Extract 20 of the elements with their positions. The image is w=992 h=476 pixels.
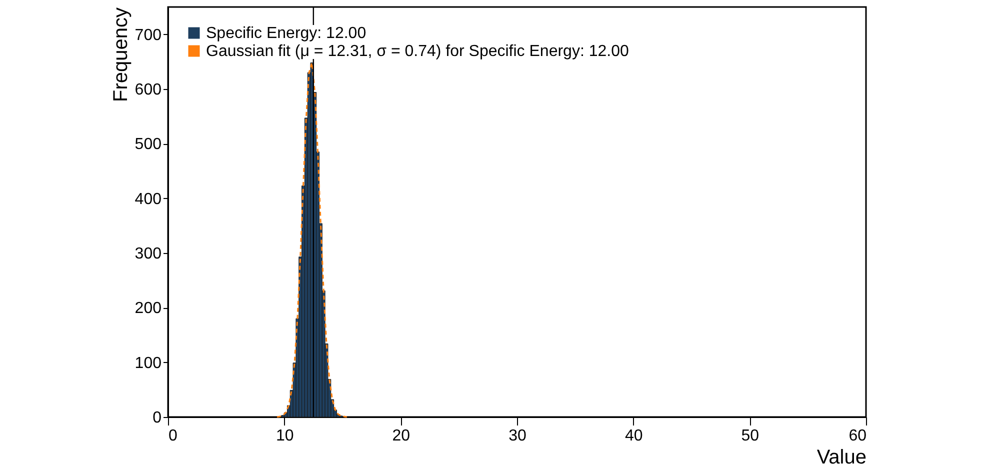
y-tick-label: 300: [134, 246, 162, 262]
x-tick-label: 30: [508, 428, 526, 444]
legend-label: Specific Energy: 12.00: [206, 25, 366, 42]
line-series: [276, 62, 348, 418]
x-tick-label: 50: [741, 428, 760, 444]
y-tick-label: 500: [134, 136, 162, 154]
x-tick-label: 10: [276, 428, 294, 444]
y-axis-title: Frequency: [110, 8, 132, 102]
x-axis-title: Value: [816, 446, 866, 468]
y-tick-label: 200: [134, 300, 162, 318]
y-tick-label: 0: [152, 410, 162, 426]
y-tick-label: 700: [134, 26, 162, 44]
y-tick-label: 400: [134, 190, 162, 208]
y-tick-label: 600: [134, 82, 162, 98]
x-tick-label: 60: [848, 428, 867, 444]
x-tick-label: 0: [168, 428, 178, 444]
legend-label: Gaussian fit (μ = 12.31, σ = 0.74) for Specific Energy: 12.00: [206, 43, 629, 60]
x-tick-label: 40: [624, 428, 643, 444]
y-tick-label: 100: [134, 354, 162, 372]
x-tick-label: 20: [392, 428, 410, 444]
